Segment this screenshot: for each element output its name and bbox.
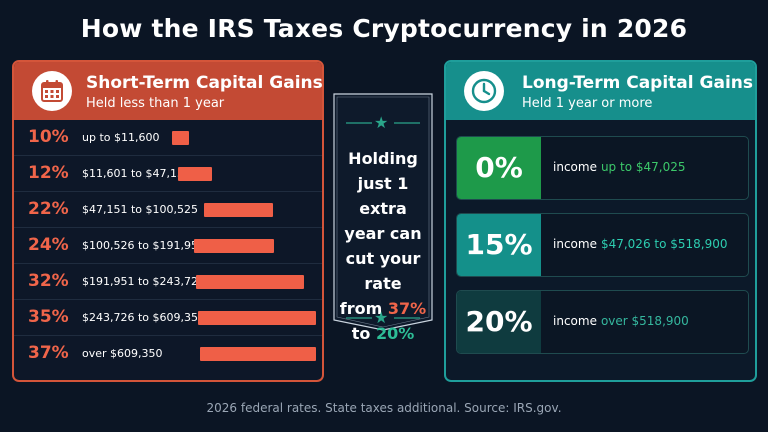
bracket-rate: 37% xyxy=(28,343,69,363)
income-label: income xyxy=(553,237,597,251)
bracket-bar xyxy=(204,203,273,217)
banner-text: from xyxy=(339,299,388,318)
bracket-range: $100,526 to $191,950 xyxy=(82,239,206,252)
banner-line: just 1 extra xyxy=(357,174,409,218)
bracket-row: 24% $100,526 to $191,950 xyxy=(14,228,322,264)
bracket-rate: 35% xyxy=(28,307,69,327)
center-banner: ★ Holding just 1 extra year can cut your… xyxy=(332,92,434,343)
income-range: over $518,900 xyxy=(600,314,689,328)
bracket-rate: 24% xyxy=(28,235,69,255)
bracket-bar xyxy=(172,131,189,145)
bracket-rate: 12% xyxy=(28,163,69,183)
long-term-rate: 0% xyxy=(457,137,541,199)
long-term-rate: 15% xyxy=(457,214,541,276)
short-term-panel: Short-Term Capital Gains Held less than … xyxy=(12,60,324,382)
long-term-card: 0% income up to $47,025 xyxy=(456,136,749,200)
short-term-bracket-list: 10% up to $11,600 12% $11,601 to $47,150… xyxy=(14,120,322,372)
banner-shape xyxy=(333,93,433,331)
income-range: $47,026 to $518,900 xyxy=(600,237,728,251)
long-term-header: Long-Term Capital Gains Held 1 year or m… xyxy=(446,62,755,120)
bracket-bar xyxy=(200,347,316,361)
banner-line: from 37% xyxy=(332,296,434,321)
bracket-bar xyxy=(194,239,274,253)
bracket-range: $191,951 to $243,725 xyxy=(82,275,206,288)
bracket-bar xyxy=(196,275,304,289)
bracket-row: 12% $11,601 to $47,150 xyxy=(14,156,322,192)
bracket-range: up to $11,600 xyxy=(82,131,160,144)
long-term-card: 20% income over $518,900 xyxy=(456,290,749,354)
clock-icon xyxy=(464,71,504,111)
long-term-card: 15% income $47,026 to $518,900 xyxy=(456,213,749,277)
long-term-title: Long-Term Capital Gains xyxy=(522,73,753,93)
long-term-panel: Long-Term Capital Gains Held 1 year or m… xyxy=(444,60,757,382)
long-term-subtitle: Held 1 year or more xyxy=(522,96,653,111)
star-icon: ★ xyxy=(374,308,389,327)
bracket-row: 37% over $609,350 xyxy=(14,336,322,372)
bracket-row: 35% $243,726 to $609,350 xyxy=(14,300,322,336)
bracket-rate: 22% xyxy=(28,199,69,219)
long-term-rate: 20% xyxy=(457,291,541,353)
star-icon: ★ xyxy=(374,113,389,132)
page-title: How the IRS Taxes Cryptocurrency in 2026 xyxy=(80,14,688,43)
bracket-row: 32% $191,951 to $243,725 xyxy=(14,264,322,300)
bracket-range: $243,726 to $609,350 xyxy=(82,311,206,324)
bracket-range: over $609,350 xyxy=(82,347,163,360)
banner-message: Holding just 1 extra year can cut your r… xyxy=(332,146,434,346)
bracket-row: 10% up to $11,600 xyxy=(14,120,322,156)
income-range: up to $47,025 xyxy=(600,160,686,174)
bracket-bar xyxy=(178,167,212,181)
banner-line: year can xyxy=(344,224,422,243)
banner-text: to xyxy=(351,324,376,343)
long-term-income: income over $518,900 xyxy=(553,314,689,328)
bracket-range: $11,601 to $47,150 xyxy=(82,167,192,180)
long-term-income: income $47,026 to $518,900 xyxy=(553,237,728,251)
footer-note: 2026 federal rates. State taxes addition… xyxy=(206,401,562,415)
income-label: income xyxy=(553,160,597,174)
short-term-subtitle: Held less than 1 year xyxy=(86,96,225,111)
income-label: income xyxy=(553,314,597,328)
bracket-rate: 10% xyxy=(28,127,69,147)
banner-line: Holding xyxy=(348,149,418,168)
banner-highlight-long-rate: 20% xyxy=(375,324,415,343)
bracket-row: 22% $47,151 to $100,525 xyxy=(14,192,322,228)
banner-line: to 20% xyxy=(332,321,434,346)
bracket-bar xyxy=(198,311,316,325)
bracket-rate: 32% xyxy=(28,271,69,291)
long-term-income: income up to $47,025 xyxy=(553,160,685,174)
bracket-range: $47,151 to $100,525 xyxy=(82,203,199,216)
banner-highlight-short-rate: 37% xyxy=(387,299,427,318)
banner-line: cut your rate xyxy=(345,249,421,293)
short-term-title: Short-Term Capital Gains xyxy=(86,73,323,93)
calendar-icon xyxy=(32,71,72,111)
short-term-header: Short-Term Capital Gains Held less than … xyxy=(14,62,322,120)
